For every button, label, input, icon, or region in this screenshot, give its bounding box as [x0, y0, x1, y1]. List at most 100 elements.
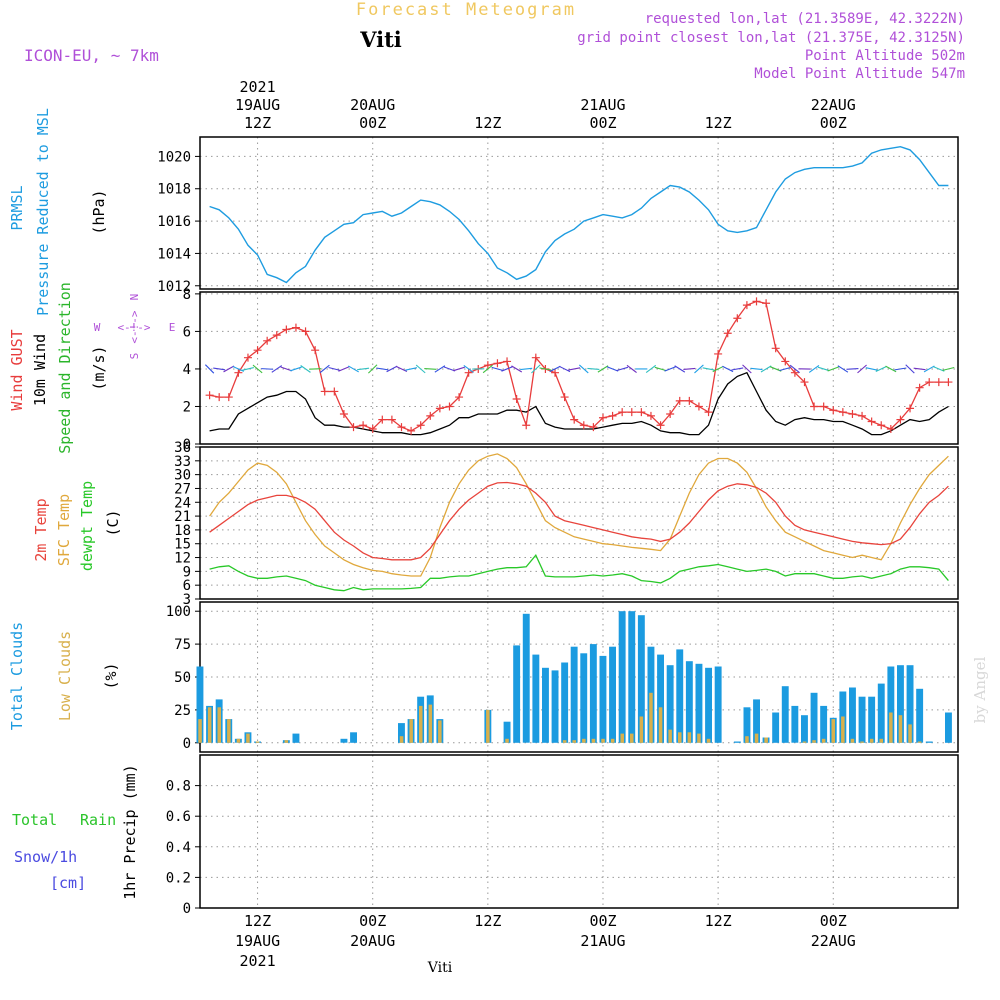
bar-total-clouds	[897, 665, 904, 743]
wind-direction-arrow	[905, 364, 915, 374]
y-tick-label: 36	[174, 440, 191, 456]
gust-marker	[915, 383, 924, 392]
series-2m-temp	[209, 481, 949, 561]
wind-direction-arrow	[769, 366, 782, 372]
label-celsius: (C)	[104, 509, 122, 536]
gust-marker	[666, 409, 675, 418]
y-tick-label: 1014	[157, 246, 191, 262]
bar-total-clouds	[398, 723, 405, 743]
bar-total-clouds	[877, 683, 885, 743]
gust-marker	[215, 393, 224, 402]
gust-marker	[349, 423, 358, 432]
bottom-tick-group: 12Z	[474, 912, 501, 930]
wind-direction-arrow	[415, 364, 426, 374]
wind-direction-arrow	[558, 365, 571, 373]
wind-direction-arrow	[731, 367, 744, 371]
bar-low-clouds	[419, 705, 423, 743]
gust-marker	[416, 421, 425, 430]
compass-vertical: <-!->	[128, 310, 141, 343]
gust-marker	[598, 413, 607, 422]
bar-low-clouds	[745, 736, 749, 743]
gust-marker	[301, 327, 310, 336]
bar-total-clouds	[196, 666, 204, 743]
bar-low-clouds	[831, 719, 835, 743]
bar-low-clouds	[505, 738, 509, 743]
label-percent: (%)	[102, 662, 120, 689]
series-sfc-temp	[209, 453, 949, 577]
gust-marker	[551, 368, 560, 377]
gust-marker	[579, 421, 588, 430]
bar-total-clouds	[772, 712, 780, 743]
bar-total-clouds	[781, 686, 789, 743]
wind-direction-arrow	[520, 367, 533, 371]
gust-marker	[560, 393, 569, 402]
requested-coords: requested lon,lat (21.3589E, 42.3222N)	[645, 11, 965, 27]
gust-marker	[858, 411, 867, 420]
compass-n: N	[128, 294, 141, 301]
top-tick-group: 12Z	[474, 114, 501, 132]
gust-marker	[368, 424, 377, 433]
gust-marker	[934, 378, 943, 387]
gust-marker	[637, 408, 646, 417]
wind-direction-arrow	[933, 366, 945, 372]
bar-total-clouds	[791, 705, 799, 743]
bottom-tick-hour: 00Z	[589, 912, 616, 930]
wind-direction-arrow	[405, 367, 418, 371]
gust-marker	[714, 349, 723, 358]
bar-total-clouds	[340, 738, 348, 743]
top-tick-group: 12Z	[705, 114, 732, 132]
y-tick-label: 1020	[157, 149, 191, 165]
wind-direction-arrow	[290, 366, 302, 372]
gust-marker	[493, 359, 502, 368]
wind-direction-arrow	[501, 366, 513, 372]
y-tick-label: 50	[174, 670, 191, 686]
bar-total-clouds	[350, 732, 357, 743]
bar-low-clouds	[236, 738, 241, 743]
bar-total-clouds	[676, 649, 684, 743]
model-altitude: Model Point Altitude 547m	[754, 66, 965, 82]
gust-marker	[205, 391, 214, 400]
label-2m-temp: 2m Temp	[32, 498, 50, 561]
y-tick-label: 30	[174, 468, 191, 484]
label-ms: (m/s)	[90, 345, 108, 390]
gust-marker	[685, 396, 694, 405]
bar-total-clouds	[887, 666, 895, 743]
location-title: Viti	[359, 27, 402, 52]
series-dewpt-temp	[209, 553, 949, 592]
y-tick-label: 18	[174, 523, 191, 539]
gust-marker	[886, 424, 895, 433]
bar-low-clouds	[399, 736, 404, 743]
bar-low-clouds	[697, 733, 701, 743]
panel-frame	[199, 291, 959, 445]
y-tick-label: 6	[183, 578, 191, 594]
bar-total-clouds	[551, 670, 559, 743]
bar-total-clouds	[801, 715, 808, 743]
gust-marker	[646, 411, 655, 420]
bottom-tick-date: 19AUG	[235, 932, 280, 950]
label-rain: Rain	[80, 811, 116, 829]
temperature-labels: 2m Temp SFC Temp dewpt Temp (C)	[32, 481, 122, 571]
bar-total-clouds	[925, 741, 933, 743]
wind-labels: Wind GUST 10m Wind Speed and Direction (…	[8, 282, 108, 454]
bar-low-clouds	[639, 716, 644, 743]
compass-s: S	[128, 353, 141, 360]
bar-low-clouds	[860, 741, 864, 743]
label-speed-direction: Speed and Direction	[56, 282, 74, 454]
bottom-tick-hour: 12Z	[244, 912, 271, 930]
wind-direction-arrow	[453, 366, 465, 372]
wind-direction-arrow	[654, 366, 667, 372]
y-tick-label: 9	[183, 564, 191, 580]
wind-direction-arrow	[300, 365, 311, 373]
gust-marker	[589, 423, 598, 432]
gust-marker	[483, 361, 492, 370]
gust-marker	[522, 421, 531, 430]
compass-horizontal: <-!->	[117, 321, 150, 334]
bar-low-clouds	[908, 724, 912, 743]
gust-marker	[464, 368, 473, 377]
bar-total-clouds	[599, 655, 607, 743]
gust-marker	[810, 402, 819, 411]
gust-marker	[819, 402, 828, 411]
wind-direction-arrow	[857, 364, 867, 374]
bar-total-clouds	[580, 653, 588, 743]
